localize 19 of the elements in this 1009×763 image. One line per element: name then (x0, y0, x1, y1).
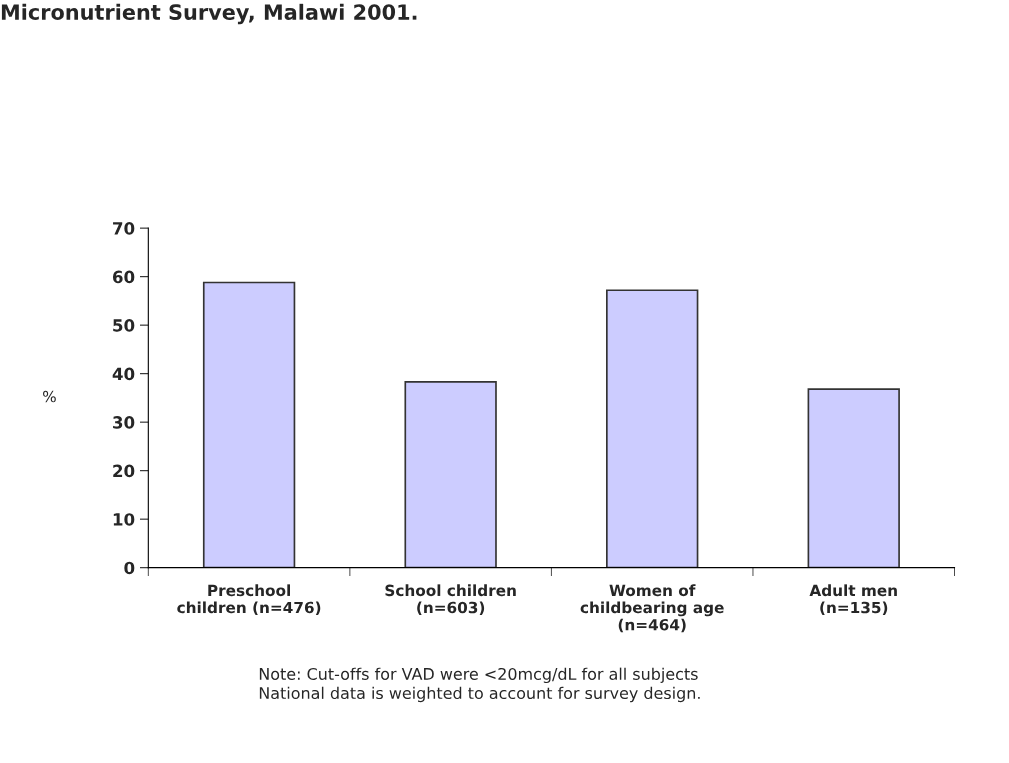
bar (606, 289, 699, 568)
bar (807, 388, 900, 568)
y-tick-label: 20 (113, 464, 135, 478)
y-tick-label: 0 (124, 561, 135, 575)
y-tick-label: 30 (113, 416, 135, 429)
y-tick-label: 60 (112, 270, 135, 284)
y-tick-label: 10 (113, 513, 135, 526)
x-tick-label: Adult men (n=135) (809, 584, 897, 616)
y-tick-label: 70 (113, 222, 135, 235)
x-tick-label: Women of childbearing age (n=464) (580, 584, 724, 633)
bar (202, 281, 296, 568)
bar (404, 381, 497, 568)
x-tick-label: School children (n=603) (385, 584, 516, 616)
text: Note: Cut-offs for VAD were <20mcg/dL for all subjects National data is weighted to account for survey design. (259, 667, 700, 703)
y-tick-label: 40 (112, 367, 135, 381)
y-axis-title: % (43, 390, 56, 403)
chart-title: Micronutrient Survey, Malawi 2001. (1, 3, 417, 25)
x-tick-label: Preschool children (n=476) (177, 584, 321, 616)
y-tick-label: 50 (113, 319, 135, 332)
